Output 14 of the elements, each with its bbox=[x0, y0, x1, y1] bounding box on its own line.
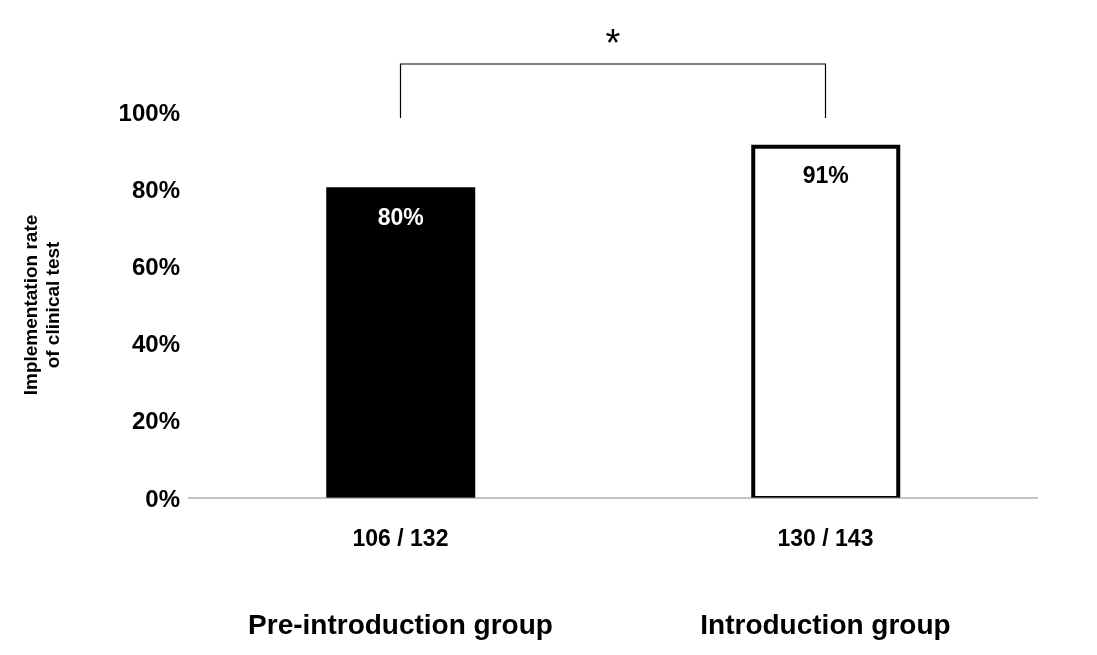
x-tick-label: Introduction group bbox=[700, 609, 951, 640]
y-tick-label: 0% bbox=[145, 484, 180, 512]
data-label: 80% bbox=[377, 204, 424, 231]
y-tick-label: 100% bbox=[118, 98, 180, 126]
y-tick-label: 80% bbox=[131, 175, 180, 203]
y-axis-title: Implementation rate of clinical test bbox=[20, 214, 63, 396]
y-tick-label: 40% bbox=[131, 330, 180, 358]
x-tick-label: Pre-introduction group bbox=[248, 609, 553, 640]
y-tick-label: 60% bbox=[131, 252, 180, 280]
y-tick-label: 20% bbox=[131, 407, 180, 435]
data-label: 91% bbox=[802, 161, 849, 188]
text: 130 / 143 bbox=[777, 525, 874, 551]
text: 106 / 132 bbox=[352, 525, 449, 551]
text: * bbox=[605, 22, 621, 64]
